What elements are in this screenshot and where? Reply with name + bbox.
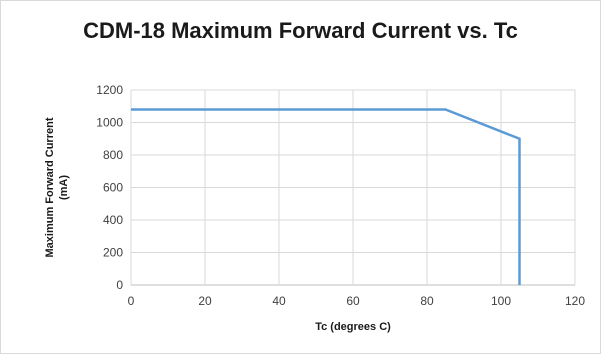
x-tick-label: 0 xyxy=(128,294,135,308)
series-line xyxy=(131,108,521,285)
x-tick-label: 80 xyxy=(420,294,434,308)
y-tick-label: 1200 xyxy=(96,83,123,97)
y-tick-label: 400 xyxy=(103,213,123,227)
y-tick-label: 800 xyxy=(103,148,123,162)
x-tick-labels: 0 20 40 60 80 100 120 xyxy=(128,294,586,308)
x-axis-label: Tc (degrees C) xyxy=(315,321,391,333)
x-tick-label: 40 xyxy=(272,294,286,308)
grid-lines xyxy=(130,89,576,286)
y-axis-label: Maximum Forward Current (mA) xyxy=(44,117,70,257)
x-tick-label: 20 xyxy=(198,294,212,308)
y-tick-label: 200 xyxy=(103,246,123,260)
x-tick-label: 100 xyxy=(491,294,511,308)
y-tick-labels: 0 200 400 600 800 1000 1200 xyxy=(96,83,123,292)
y-tick-label: 0 xyxy=(116,278,123,292)
x-tick-label: 120 xyxy=(565,294,585,308)
y-tick-label: 1000 xyxy=(96,116,123,130)
y-tick-label: 600 xyxy=(103,181,123,195)
series-lines xyxy=(131,108,521,285)
chart-title: CDM-18 Maximum Forward Current vs. Tc xyxy=(83,18,518,43)
x-tick-label: 60 xyxy=(346,294,360,308)
